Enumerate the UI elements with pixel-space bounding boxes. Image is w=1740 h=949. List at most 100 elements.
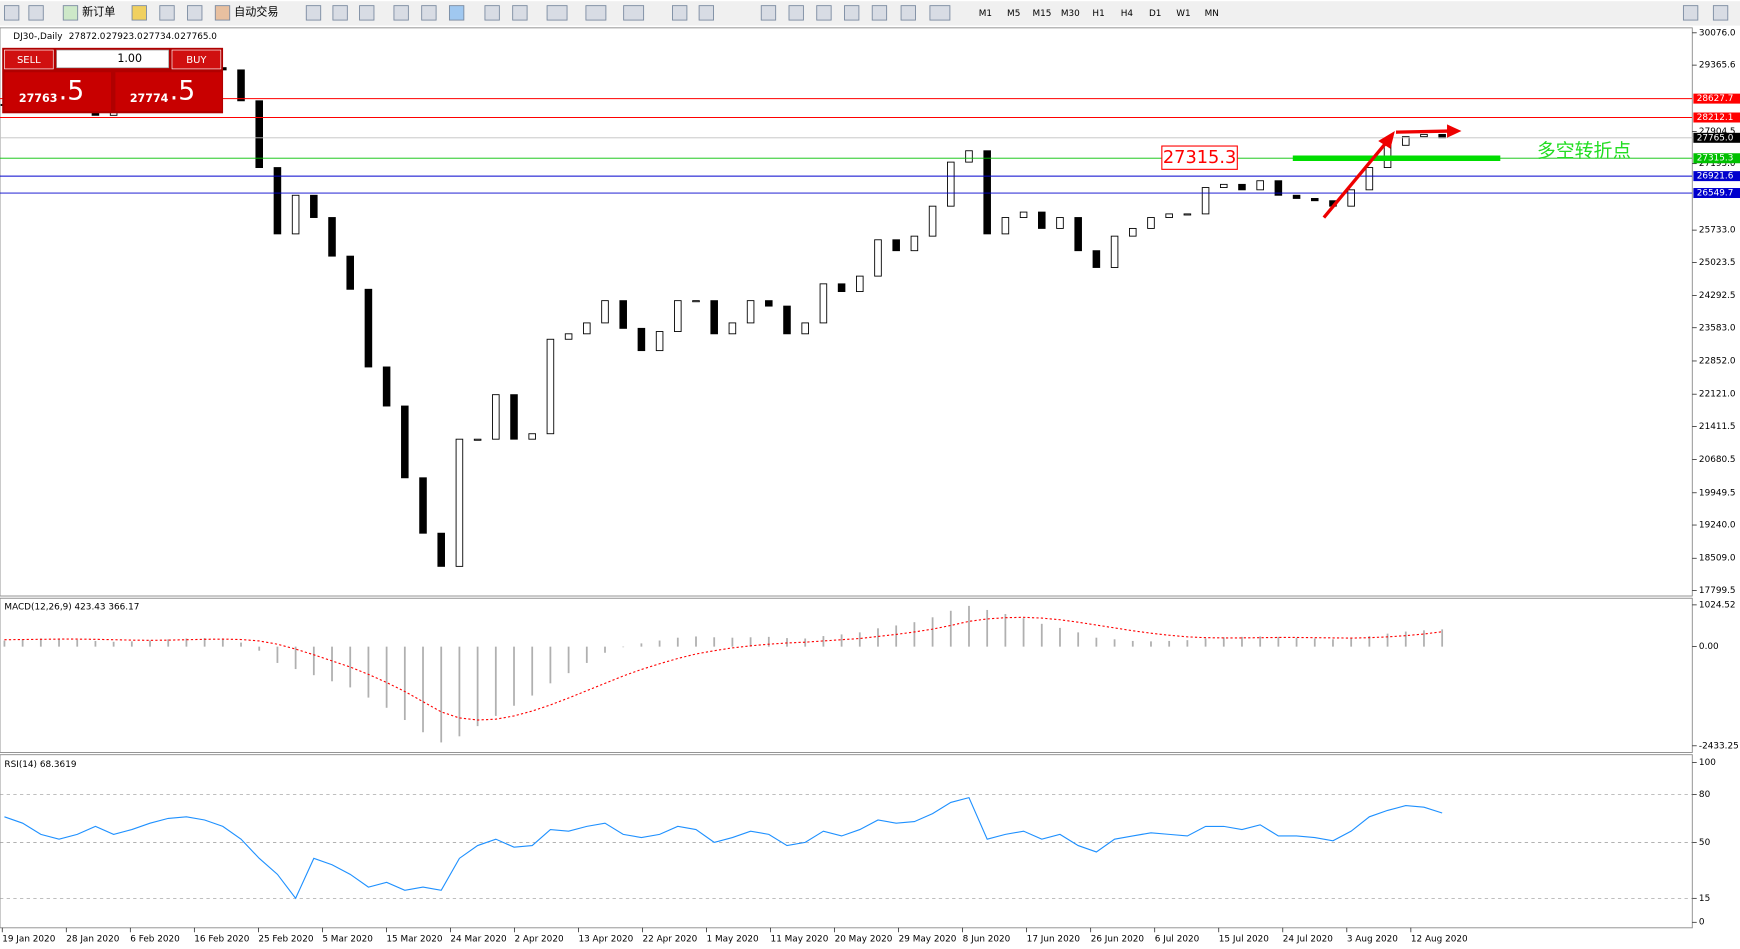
new-order-button[interactable]: 新订单 <box>82 4 115 18</box>
panel-title: DJ30-,Daily <box>13 32 62 42</box>
price-tag-label: 27315.3 <box>1697 154 1734 164</box>
icon[interactable] <box>760 5 777 21</box>
price-annotation: 27315.3 <box>1163 148 1236 168</box>
icon[interactable] <box>187 5 203 21</box>
timeframe-button[interactable]: W1 <box>1176 9 1190 19</box>
macd-bar <box>1077 632 1080 647</box>
timeframe-button[interactable]: H1 <box>1092 9 1104 19</box>
candle <box>619 300 627 329</box>
candle <box>1074 217 1082 252</box>
icon[interactable] <box>332 5 348 21</box>
macd-bar <box>1131 640 1134 647</box>
candle <box>364 288 373 368</box>
macd-bar <box>895 625 898 647</box>
sell-price-box[interactable] <box>4 72 111 112</box>
lot-field[interactable] <box>56 49 170 69</box>
candle <box>910 235 919 252</box>
y-tick-label: 20680.5 <box>1699 455 1736 465</box>
icon[interactable] <box>672 5 688 21</box>
macd-bar <box>240 642 242 647</box>
auto-trading-button[interactable]: 自动交易 <box>234 4 278 18</box>
candle <box>492 394 500 440</box>
icon[interactable] <box>448 5 465 21</box>
candle <box>965 150 973 163</box>
macd-bar <box>858 632 861 647</box>
x-tick-label: 25 Feb 2020 <box>258 934 314 944</box>
icon[interactable] <box>421 5 437 21</box>
icon[interactable] <box>359 5 375 21</box>
icon[interactable] <box>484 5 500 21</box>
timeframe-button[interactable]: M30 <box>1061 9 1080 19</box>
icon[interactable] <box>900 5 916 21</box>
candle <box>528 433 536 440</box>
timeframe-button[interactable]: D1 <box>1149 9 1161 19</box>
candle <box>1438 133 1446 139</box>
icon[interactable] <box>393 5 409 21</box>
icon[interactable] <box>159 5 175 21</box>
search-icon[interactable] <box>1682 5 1699 21</box>
candle <box>1129 227 1137 237</box>
candle <box>892 239 900 252</box>
timeframe-button[interactable]: H4 <box>1121 9 1134 19</box>
candle <box>310 194 318 218</box>
candle <box>692 300 700 303</box>
icon[interactable] <box>512 5 528 21</box>
buy-button[interactable] <box>171 49 222 70</box>
candle <box>273 167 282 235</box>
y-tick-label: 22121.0 <box>1699 390 1736 400</box>
candle <box>1347 189 1355 207</box>
candle <box>255 100 263 169</box>
icon[interactable] <box>698 5 714 21</box>
candle <box>1274 180 1283 196</box>
candle <box>437 532 445 567</box>
icon[interactable] <box>623 5 645 21</box>
macd-bar <box>1059 627 1061 647</box>
macd-bar <box>458 646 461 737</box>
x-tick-label: 11 May 2020 <box>771 934 829 944</box>
x-tick-label: 16 Feb 2020 <box>194 934 250 944</box>
auto-trading-icon[interactable] <box>214 5 231 21</box>
candle <box>947 161 955 207</box>
candle <box>819 283 828 324</box>
arrow-line <box>1395 129 1450 134</box>
macd-bar <box>676 637 679 647</box>
icon[interactable] <box>871 5 888 21</box>
timeframe-button[interactable]: M15 <box>1033 9 1052 19</box>
y-tick-label: 0 <box>1699 918 1705 928</box>
icon[interactable] <box>929 5 951 21</box>
macd-bar <box>349 646 352 688</box>
macd-bar <box>640 643 643 647</box>
timeframe-button[interactable]: M5 <box>1007 9 1020 19</box>
sell-button[interactable] <box>4 49 54 70</box>
y-tick-label: 25733.0 <box>1699 226 1736 236</box>
new-order-icon[interactable] <box>62 5 79 21</box>
icon[interactable] <box>305 5 322 21</box>
icon[interactable] <box>1712 5 1729 21</box>
icon[interactable] <box>131 5 147 21</box>
icon[interactable] <box>844 5 860 21</box>
candle <box>1165 213 1173 218</box>
candle <box>928 205 937 237</box>
x-tick-label: 3 Aug 2020 <box>1347 934 1398 944</box>
icon[interactable] <box>3 5 20 21</box>
trend-arrows <box>1322 124 1462 219</box>
price-tag <box>1693 93 1740 104</box>
timeframe-button[interactable]: MN <box>1205 9 1219 19</box>
candle <box>382 366 391 407</box>
toolbar-icons <box>3 5 1729 21</box>
candle <box>328 217 336 257</box>
icon[interactable] <box>585 5 607 21</box>
y-tick-label: 27904.5 <box>1699 127 1736 137</box>
icon[interactable] <box>788 5 804 21</box>
price-tag <box>1693 112 1740 123</box>
macd-bar <box>1150 641 1152 647</box>
icon[interactable] <box>546 5 568 21</box>
candle <box>1147 217 1155 229</box>
icon[interactable] <box>28 5 44 21</box>
buy-price-box[interactable] <box>115 72 222 112</box>
candle <box>1238 183 1246 191</box>
macd-bar <box>203 638 206 647</box>
timeframe-button[interactable]: M1 <box>979 9 992 19</box>
icon[interactable] <box>816 5 832 21</box>
